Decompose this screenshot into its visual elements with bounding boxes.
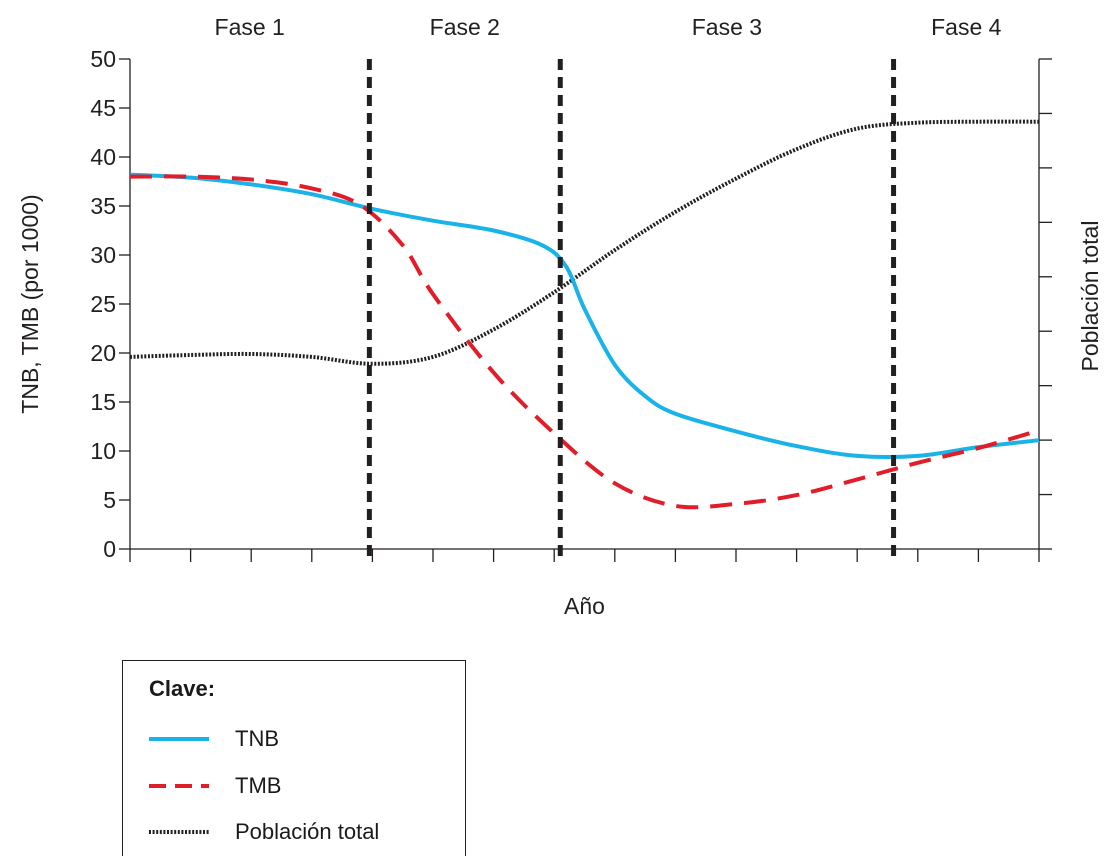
legend-swatch-tnb [149, 737, 209, 741]
x-axis-title: Año [564, 593, 605, 619]
y-tick-label: 0 [103, 536, 116, 562]
phase-label: Fase 1 [215, 14, 285, 40]
legend-title: Clave: [149, 676, 216, 701]
legend-label-tnb: TNB [235, 726, 279, 751]
legend: Clave: TNB TMB Población total [122, 660, 466, 856]
phase-label: Fase 2 [430, 14, 500, 40]
legend-label-tmb: TMB [235, 773, 282, 798]
legend-swatch-poblacion [149, 830, 209, 834]
phase-dividers [366, 59, 897, 557]
y-tick-label: 5 [103, 487, 116, 513]
legend-label-poblacion: Población total [235, 819, 380, 844]
chart-labels: 0 5 10 15 20 25 30 35 40 45 50 Fase 1 Fase 2 Fase 3 Fa… [17, 14, 1103, 619]
legend-item-tnb: TNB [123, 723, 463, 753]
y-tick-label: 15 [90, 389, 116, 415]
chart-series [129, 119, 1040, 510]
series-line-tnb [129, 172, 1040, 460]
y-tick-label: 10 [90, 438, 116, 464]
chart-axes [119, 58, 1052, 562]
y-tick-label: 50 [90, 46, 116, 72]
series-line-poblaci-n-total [129, 119, 1040, 366]
y-tick-label: 25 [90, 291, 116, 317]
y-axis-title: TNB, TMB (por 1000) [17, 194, 43, 413]
y-tick-label: 30 [90, 242, 116, 268]
chart-svg: 0 5 10 15 20 25 30 35 40 45 50 Fase 1 Fase 2 Fase 3 Fa… [17, 14, 1103, 619]
y-tick-label: 45 [90, 95, 116, 121]
legend-item-tmb: TMB [123, 770, 463, 800]
legend-item-poblacion: Población total [123, 816, 463, 846]
phase-label: Fase 3 [692, 14, 762, 40]
y-tick-label: 40 [90, 144, 116, 170]
y-tick-label: 35 [90, 193, 116, 219]
series-line-tmb [129, 174, 1040, 510]
y2-axis-title: Población total [1077, 221, 1103, 372]
legend-swatch-tmb [149, 784, 209, 788]
phase-label: Fase 4 [931, 14, 1002, 40]
y-tick-label: 20 [90, 340, 116, 366]
